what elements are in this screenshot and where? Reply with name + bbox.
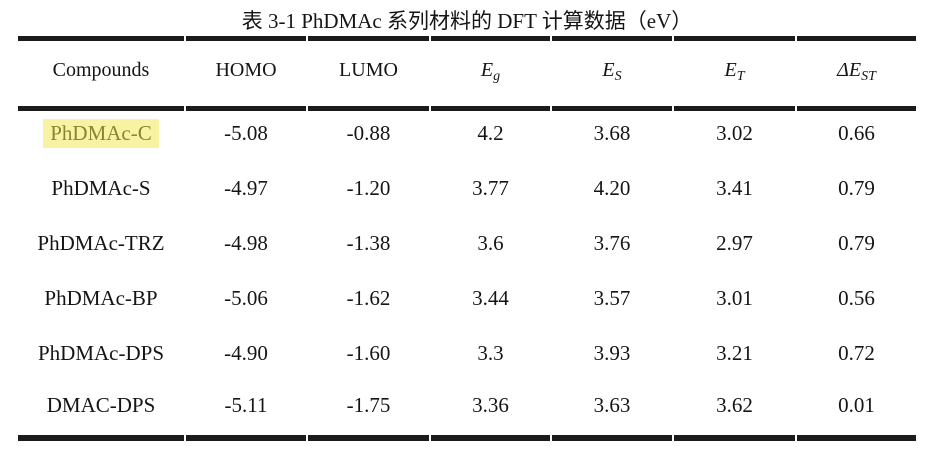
dest-cell: 0.79 [838,176,875,200]
col-header-eg: Eg [431,36,550,111]
col-header-label: LUMO [339,59,398,81]
eg-cell: 3.6 [477,231,504,255]
homo-cell: -4.98 [224,231,268,255]
lumo-cell: -1.38 [346,231,391,255]
compound-name: DMAC-DPS [46,393,156,417]
compound-cell: PhDMAc-BP [18,276,184,331]
dest-cell: 0.56 [838,286,875,310]
table-row: PhDMAc-TRZ -4.98 -1.38 3.6 3.76 2.97 0.7… [18,221,916,276]
lumo-cell: -0.88 [346,121,391,145]
dest-cell: 0.01 [797,386,916,441]
dft-data-table: Compounds HOMO LUMO Eg ES ET ΔEST PhDMAc… [16,36,918,441]
compound-cell: DMAC-DPS [18,386,184,441]
col-header-es: ES [552,36,672,111]
dest-cell: 0.66 [838,121,875,145]
lumo-cell: -1.60 [346,341,391,365]
et-cell: 3.02 [716,121,753,145]
col-header-et: ET [674,36,795,111]
compound-cell: PhDMAc-TRZ [18,221,184,276]
homo-cell: -4.90 [224,341,268,365]
eg-cell: 3.36 [431,386,550,441]
homo-cell: -5.11 [186,386,306,441]
compound-cell: PhDMAc-DPS [18,331,184,386]
eg-cell: 3.77 [472,176,509,200]
homo-cell: -5.06 [224,286,268,310]
col-header-label: Compounds [52,59,150,81]
es-cell: 4.20 [593,176,631,200]
table-row: PhDMAc-C -5.08 -0.88 4.2 3.68 3.02 0.66 [18,111,916,166]
col-header-lumo: LUMO [308,36,429,111]
col-header-label: HOMO [215,59,277,81]
es-cell: 3.57 [593,286,631,310]
et-cell: 3.21 [716,341,753,365]
table-row: DMAC-DPS -5.11 -1.75 3.36 3.63 3.62 0.01 [18,386,916,441]
col-header-label: Eg [480,59,501,84]
col-header-compounds: Compounds [18,36,184,111]
es-cell: 3.68 [593,121,631,145]
es-cell: 3.76 [593,231,631,255]
lumo-cell: -1.20 [346,176,391,200]
et-cell: 3.01 [716,286,753,310]
compound-name: PhDMAc-S [51,176,151,200]
et-cell: 3.62 [674,386,795,441]
homo-cell: -4.97 [224,176,268,200]
table-row: PhDMAc-S -4.97 -1.20 3.77 4.20 3.41 0.79 [18,166,916,221]
table-row: PhDMAc-DPS -4.90 -1.60 3.3 3.93 3.21 0.7… [18,331,916,386]
col-header-label: ΔEST [837,59,876,84]
lumo-cell: -1.62 [346,286,391,310]
lumo-cell: -1.75 [308,386,429,441]
compound-cell: PhDMAc-S [18,166,184,221]
compound-name: PhDMAc-BP [44,286,158,310]
compound-name: PhDMAc-C [43,119,159,148]
compound-name: PhDMAc-DPS [37,341,165,365]
es-cell: 3.63 [552,386,672,441]
col-header-homo: HOMO [186,36,306,111]
eg-cell: 4.2 [477,121,504,145]
col-header-label: ET [724,59,745,84]
col-header-dest: ΔEST [797,36,916,111]
compound-name: PhDMAc-TRZ [37,231,165,255]
compound-cell: PhDMAc-C [18,111,184,166]
eg-cell: 3.3 [477,341,504,365]
dest-cell: 0.79 [838,231,875,255]
es-cell: 3.93 [593,341,631,365]
dest-cell: 0.72 [838,341,875,365]
table-caption: 表 3-1 PhDMAc 系列材料的 DFT 计算数据（eV） [241,9,693,33]
et-cell: 2.97 [716,231,753,255]
homo-cell: -5.08 [224,121,268,145]
table-row: PhDMAc-BP -5.06 -1.62 3.44 3.57 3.01 0.5… [18,276,916,331]
col-header-label: ES [602,59,622,84]
eg-cell: 3.44 [472,286,509,310]
et-cell: 3.41 [716,176,753,200]
header-row: Compounds HOMO LUMO Eg ES ET ΔEST [18,36,916,111]
